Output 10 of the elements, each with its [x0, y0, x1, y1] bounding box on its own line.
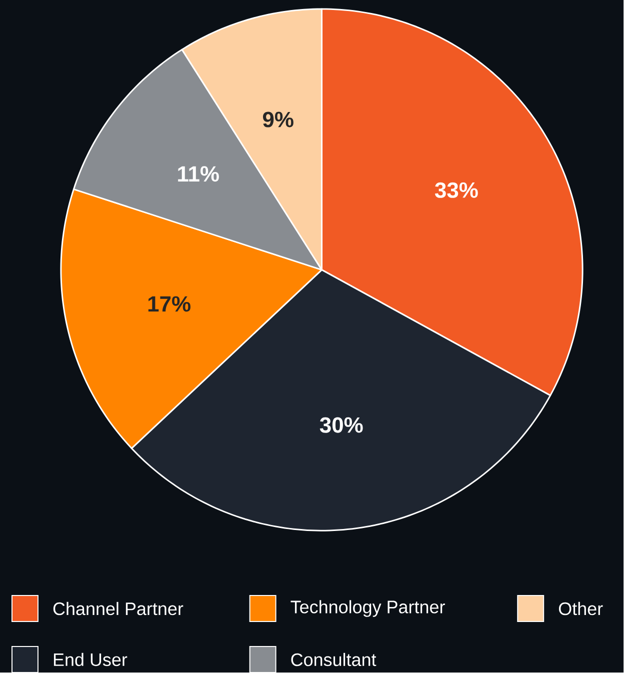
data-label: 11% — [178, 166, 220, 182]
legend-label: Other — [559, 602, 604, 616]
data-label: 17% — [148, 296, 191, 312]
legend-label: Consultant — [291, 652, 376, 666]
legend-label: End User — [54, 652, 128, 666]
legend-label: Channel Partner — [54, 602, 184, 616]
data-label: 30% — [320, 417, 364, 433]
data-label: 33% — [435, 182, 478, 198]
data-label: 9% — [263, 112, 294, 128]
legend-label: Technology Partner — [290, 600, 446, 617]
